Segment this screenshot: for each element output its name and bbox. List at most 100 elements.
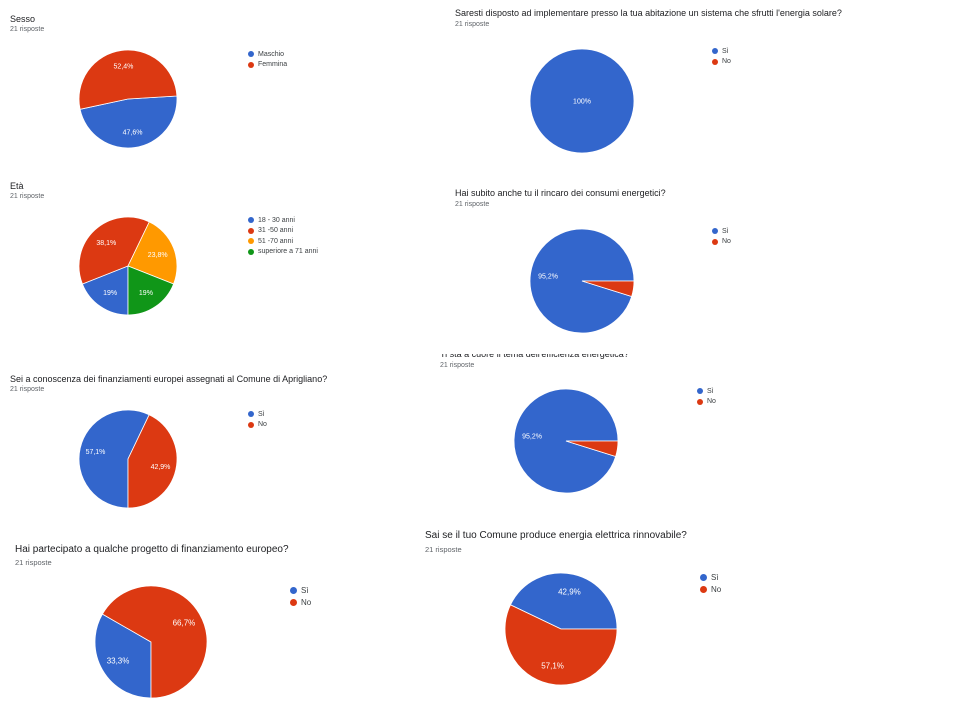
pie-slice xyxy=(127,414,178,509)
legend-swatch xyxy=(697,388,703,395)
chart-legend: Sì No xyxy=(712,226,731,247)
legend-item: No xyxy=(712,57,731,68)
legend-item: No xyxy=(248,420,267,431)
legend-label: No xyxy=(258,421,267,429)
chart-subtitle: 21 risposte xyxy=(10,26,45,33)
legend-label: 31 -50 anni xyxy=(258,227,294,235)
legend-item: Sì xyxy=(248,409,267,420)
legend-label: No xyxy=(711,584,722,594)
chart-subtitle: 21 risposte xyxy=(440,362,475,369)
legend-label: Maschio xyxy=(258,50,285,58)
slice-label: 42,9% xyxy=(558,587,581,596)
legend-swatch xyxy=(248,227,254,234)
slice-label: 57,1% xyxy=(86,449,106,456)
pie-slice xyxy=(94,613,152,699)
legend-swatch xyxy=(712,238,718,245)
slice-label: 66,7% xyxy=(173,618,196,627)
pie-slice xyxy=(78,409,150,509)
legend-item: 31 -50 anni xyxy=(248,226,318,237)
legend-item: Femmina xyxy=(248,60,287,71)
legend-swatch xyxy=(700,573,707,581)
chart-legend: 18 - 30 anni 31 -50 anni 51 -70 anni superi… xyxy=(248,215,318,257)
chart-subtitle: 21 risposte xyxy=(455,21,490,28)
legend-item: Maschio xyxy=(248,49,287,60)
legend-label: Sì xyxy=(301,585,309,595)
pie-slice xyxy=(78,49,178,110)
legend-swatch xyxy=(290,586,297,594)
legend-item: No xyxy=(712,237,731,248)
chart-subtitle: 21 risposte xyxy=(455,201,490,208)
chart-legend: Sì No xyxy=(697,386,716,407)
slice-label: 19% xyxy=(139,290,153,297)
pie-slice xyxy=(504,604,618,686)
chart-subtitle: 21 risposte xyxy=(425,545,462,554)
chart-title: Hai subito anche tu il rincaro dei consu… xyxy=(455,188,666,198)
pie-slice xyxy=(529,48,635,154)
slice-label: 19% xyxy=(103,290,117,297)
pie-slice xyxy=(81,265,129,316)
legend-item: Sì xyxy=(697,386,716,397)
legend-label: No xyxy=(722,238,731,246)
legend-swatch xyxy=(712,58,718,65)
legend-label: No xyxy=(301,597,312,607)
legend-label: Sì xyxy=(711,572,719,582)
chart-legend: Sì No xyxy=(290,584,311,608)
legend-label: Femmina xyxy=(258,61,288,69)
chart-title: Sai se il tuo Comune produce energia ele… xyxy=(425,530,687,541)
chart-title: Saresti disposto ad implementare presso … xyxy=(455,8,842,18)
legend-label: No xyxy=(722,58,731,66)
legend-label: Sì xyxy=(722,227,729,235)
pie-slice xyxy=(78,216,150,285)
legend-swatch xyxy=(290,598,297,606)
pie-slice xyxy=(101,585,208,699)
chart-title: Sei a conoscenza dei finanziamenti europ… xyxy=(10,374,328,384)
chart-legend: Sì No xyxy=(248,409,267,430)
legend-swatch xyxy=(248,238,254,245)
slice-label: 95,2% xyxy=(522,433,542,440)
slice-label: 95,2% xyxy=(538,273,558,280)
slice-label: 52,4% xyxy=(114,63,134,70)
slice-label: 57,1% xyxy=(541,662,564,671)
legend-item: No xyxy=(697,397,716,408)
legend-item: No xyxy=(700,583,721,595)
legend-swatch xyxy=(700,585,707,593)
pie-slice xyxy=(79,95,178,149)
chart-title: Sesso xyxy=(10,14,36,24)
legend-item: Sì xyxy=(712,226,731,237)
pie-slice xyxy=(127,265,175,316)
legend-label: 18 - 30 anni xyxy=(258,216,295,224)
legend-item: superiore a 71 anni xyxy=(248,247,318,258)
legend-swatch xyxy=(248,248,254,255)
legend-label: 51 -70 anni xyxy=(258,237,294,245)
pie-slice xyxy=(581,280,635,297)
legend-swatch xyxy=(248,61,254,68)
slice-label: 23,8% xyxy=(148,252,168,259)
pie-slice xyxy=(565,440,619,457)
slice-label: 33,3% xyxy=(107,657,130,666)
legend-item: No xyxy=(290,596,311,608)
legend-label: Sì xyxy=(258,410,265,418)
legend-swatch xyxy=(697,398,703,405)
chart-subtitle: 21 risposte xyxy=(10,193,45,200)
legend-swatch xyxy=(712,228,718,235)
legend-label: Sì xyxy=(722,47,729,55)
legend-label: Sì xyxy=(707,387,714,395)
legend-swatch xyxy=(248,217,254,224)
chart-subtitle: 21 risposte xyxy=(15,558,52,567)
legend-item: Sì xyxy=(290,584,311,596)
legend-item: 18 - 30 anni xyxy=(248,215,318,226)
slice-label: 38,1% xyxy=(96,240,116,247)
legend-swatch xyxy=(712,48,718,55)
chart-legend: Sì No xyxy=(712,46,731,67)
chart-subtitle: 21 risposte xyxy=(10,386,45,393)
chart-title: Età xyxy=(10,181,24,191)
legend-item: Sì xyxy=(700,571,721,583)
legend-swatch xyxy=(248,411,254,418)
